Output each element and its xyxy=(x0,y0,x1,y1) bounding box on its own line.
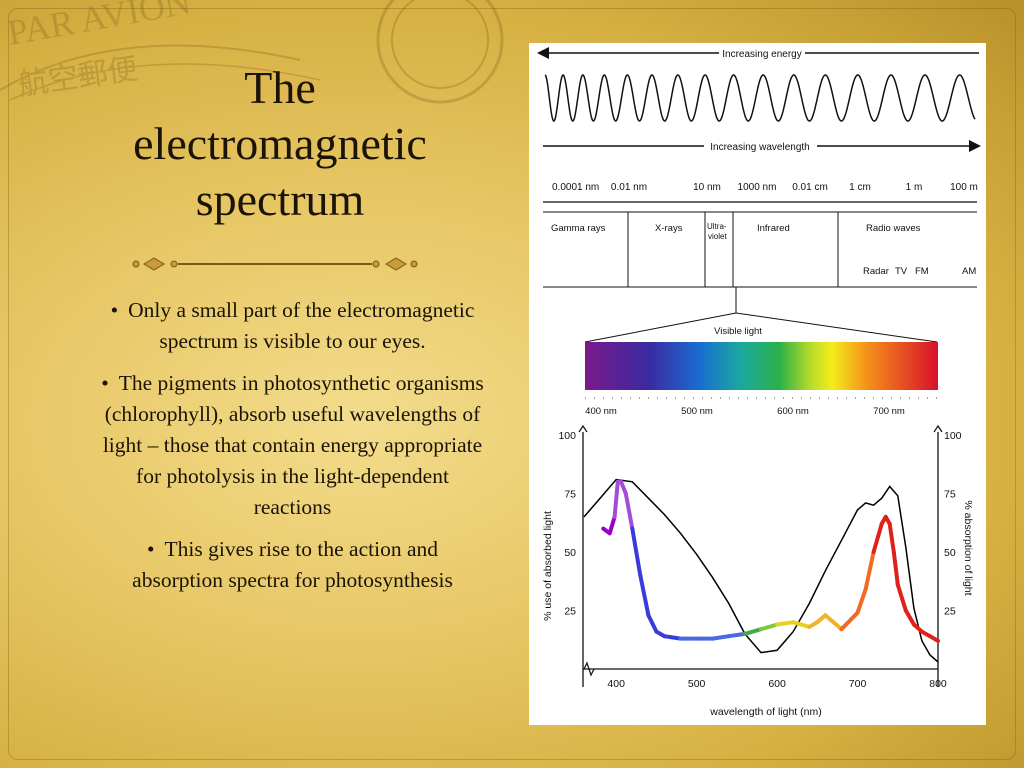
absorption-spectrum-segment xyxy=(662,634,683,641)
y-tick-label-left: 100 xyxy=(558,430,576,442)
em-wave xyxy=(544,74,976,122)
visible-tick-label: 500 nm xyxy=(681,406,713,417)
spectrum-figure-svg: Increasing energy Increasing wavelength … xyxy=(537,47,981,718)
visible-tick-label: 700 nm xyxy=(873,406,905,417)
y-tick-label-right: 100 xyxy=(944,430,962,442)
scale-label: 1 cm xyxy=(849,182,871,193)
absorption-spectrum-segment xyxy=(612,479,620,519)
title-line: The xyxy=(244,62,316,113)
bullet-item: Only a small part of the electromagnetic… xyxy=(100,295,485,357)
radio-sub-label: AM xyxy=(962,266,976,277)
spectra-chart: 25 50 75 100 25 50 75 100 400 500 600 700 800 % us… xyxy=(542,424,974,718)
visible-spectrum-bar xyxy=(585,342,938,390)
ornamental-divider xyxy=(132,257,418,271)
scale-label: 100 m xyxy=(950,182,978,193)
y-tick-label-left: 50 xyxy=(564,547,576,559)
scale-label: 1 m xyxy=(906,182,923,193)
visible-tick-label: 600 nm xyxy=(777,406,809,417)
y-tick-label-left: 75 xyxy=(564,489,576,501)
y-tick-label-right: 75 xyxy=(944,489,956,501)
absorption-spectrum-segment xyxy=(903,608,916,627)
absorption-spectrum-segment xyxy=(887,521,896,554)
band-label: Infrared xyxy=(757,223,790,234)
band-label: Gamma rays xyxy=(551,223,606,234)
radio-sub-label: TV xyxy=(895,266,908,277)
absorption-spectrum-segment xyxy=(895,582,908,613)
scale-label: 10 nm xyxy=(693,182,721,193)
band-label: X-rays xyxy=(655,223,683,234)
wavelength-label: Increasing wavelength xyxy=(710,142,810,153)
band-label: Radio waves xyxy=(866,223,921,234)
absorption-spectrum-segment xyxy=(710,634,731,641)
absorption-spectrum-segment xyxy=(863,550,876,592)
radio-sub-label: FM xyxy=(915,266,929,277)
absorption-spectrum-segment xyxy=(759,622,780,632)
title-line: electromagnetic xyxy=(133,118,427,169)
absorption-spectrum-segment xyxy=(928,634,940,643)
scale-label: 1000 nm xyxy=(738,182,777,193)
action-spectrum-line xyxy=(583,478,939,663)
x-tick-label: 400 xyxy=(607,678,625,690)
scale-label: 0.0001 nm xyxy=(552,182,599,193)
scale-label: 0.01 nm xyxy=(611,182,647,193)
absorption-spectrum-segment xyxy=(726,631,747,639)
x-tick-label: 700 xyxy=(849,678,867,690)
absorption-spectrum-segment xyxy=(623,491,635,531)
y-tick-label-right: 50 xyxy=(944,547,956,559)
slide-title: The electromagnetic spectrum xyxy=(60,60,500,228)
x-tick-label: 800 xyxy=(929,678,947,690)
y-tick-label-right: 25 xyxy=(944,606,956,618)
slide-frame xyxy=(8,8,1016,760)
absorption-spectrum-segment xyxy=(607,514,617,536)
absorption-spectrum-segment xyxy=(619,479,628,496)
title-line: spectrum xyxy=(195,174,365,225)
y-axis-label-right: % absorption of light xyxy=(962,500,974,595)
bullet-item: The pigments in photosynthetic organisms… xyxy=(100,368,485,523)
bullet-item: This gives rise to the action and absorp… xyxy=(100,534,485,596)
x-tick-label: 500 xyxy=(688,678,706,690)
y-tick-label-left: 25 xyxy=(564,606,576,618)
visible-tick-label: 400 nm xyxy=(585,406,617,417)
absorption-spectrum-segment xyxy=(871,521,884,554)
band-label: violet xyxy=(708,232,727,241)
absorption-spectrum-segment xyxy=(891,550,900,587)
y-axis-label-left: % use of absorbed light xyxy=(542,511,554,621)
absorption-spectrum-segment xyxy=(839,610,860,632)
absorption-spectrum-segment xyxy=(630,526,643,578)
band-label: Ultra- xyxy=(707,222,727,231)
absorption-spectrum-segment xyxy=(742,627,763,636)
absorption-spectrum-segment xyxy=(775,620,796,627)
postmark-stamp: PAR AVION 航空郵便 xyxy=(0,0,504,104)
spectrum-figure: Increasing energy Increasing wavelength … xyxy=(529,43,986,725)
absorption-spectrum-segment xyxy=(638,573,651,618)
x-tick-label: 600 xyxy=(768,678,786,690)
absorption-spectrum-segment xyxy=(855,587,868,615)
scale-label: 0.01 cm xyxy=(792,182,828,193)
radio-sub-label: Radar xyxy=(863,266,889,277)
x-axis-label: wavelength of light (nm) xyxy=(709,706,821,718)
absorption-spectrum-segment xyxy=(791,620,812,629)
bullet-list: Only a small part of the electromagnetic… xyxy=(100,295,485,607)
absorption-spectrum-segment xyxy=(646,613,659,634)
energy-label: Increasing energy xyxy=(722,49,802,60)
visible-light-label: Visible light xyxy=(714,326,762,337)
